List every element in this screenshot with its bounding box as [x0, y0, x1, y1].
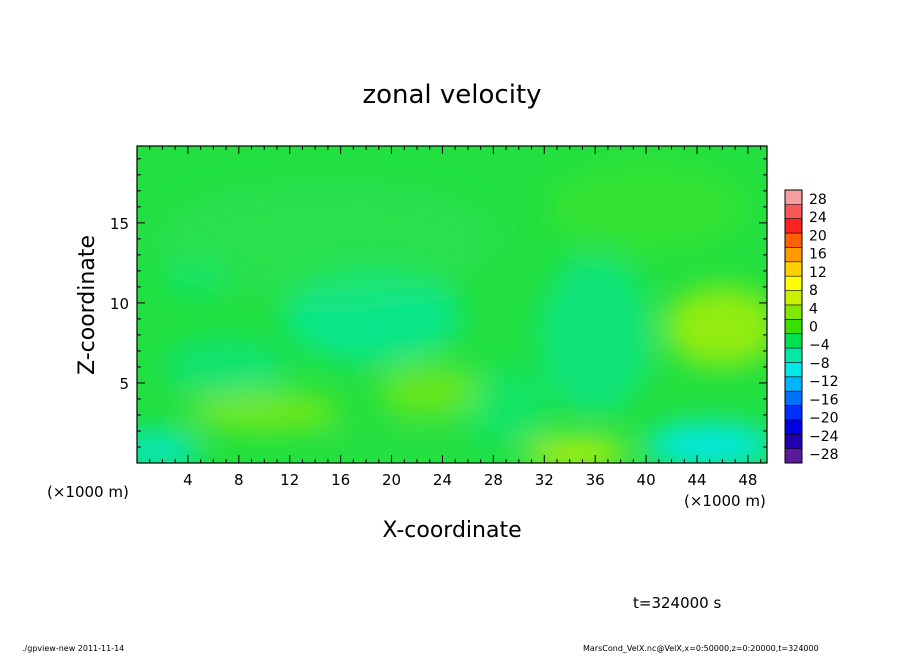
colorbar-band	[785, 376, 802, 392]
colorbar	[784, 189, 803, 464]
footer-right: MarsCond_VelX.nc@VelX,x=0:50000,z=0:2000…	[583, 644, 819, 653]
field-blob-1	[162, 338, 290, 396]
colorbar-band	[785, 319, 802, 334]
x-unit-label-left: (×1000 m)	[47, 483, 129, 501]
colorbar-label: −4	[809, 338, 830, 354]
field-blob-11	[137, 430, 201, 463]
colorbar-frame	[784, 189, 803, 464]
colorbar-label: 28	[809, 192, 827, 208]
field-blob-5	[162, 259, 227, 299]
colorbar-label: 16	[809, 247, 827, 263]
x-tick-label: 48	[738, 471, 757, 489]
x-tick-label: 4	[183, 471, 193, 489]
colorbar-label: −8	[809, 356, 830, 372]
x-axis-label: X-coordinate	[382, 518, 521, 543]
x-unit-label-right: (×1000 m)	[684, 492, 766, 510]
colorbar-band	[785, 405, 802, 421]
field-blob-3	[461, 366, 551, 447]
field-blob-7	[187, 392, 341, 431]
colorbar-label: −28	[809, 447, 839, 463]
field-blob-4	[149, 174, 507, 303]
colorbar-band	[785, 333, 802, 349]
y-tick-labels: 5 10 15	[110, 215, 129, 393]
x-tick-label: 24	[433, 471, 452, 489]
colorbar-band	[785, 247, 802, 263]
time-annotation: t=324000 s	[633, 594, 721, 612]
plot-frame	[136, 145, 768, 464]
colorbar-band	[785, 261, 802, 277]
y-tick-label: 5	[119, 375, 129, 393]
colorbar-band	[785, 190, 802, 205]
field-blob-2	[537, 254, 653, 415]
field-blob-6	[665, 286, 767, 367]
colorbar-label: −24	[809, 429, 839, 445]
y-axis-label: Z-coordinate	[75, 235, 100, 375]
x-tick-label: 20	[382, 471, 401, 489]
colorbar-band	[785, 448, 802, 464]
field-blob-13	[544, 158, 748, 255]
x-tick-label: 12	[280, 471, 299, 489]
colorbar-band	[785, 204, 802, 220]
colorbar-label: 24	[809, 210, 827, 226]
x-tick-label: 36	[586, 471, 605, 489]
footer-left: ./gpview-new 2011-11-14	[22, 644, 124, 653]
x-tick-label: 40	[637, 471, 656, 489]
colorbar-label: 20	[809, 228, 827, 244]
colorbar-labels: 28 24 20 16 12 8 4 0 −4 −8 −12 −16 −20 −24 −28	[809, 192, 839, 463]
x-tick-label: 44	[687, 471, 706, 489]
colorbar-band	[785, 304, 802, 320]
colorbar-label: −16	[809, 392, 839, 408]
chart-title: zonal velocity	[362, 80, 541, 110]
colorbar-band	[785, 391, 802, 406]
x-tick-label: 16	[331, 471, 350, 489]
field-blob-9	[525, 438, 627, 463]
colorbar-band	[785, 233, 802, 248]
x-tick-labels: 4 8 12 16 20 24 28 32 36 40 44 48	[183, 471, 757, 489]
colorbar-band	[785, 419, 802, 435]
colorbar-label: 8	[809, 283, 818, 299]
field-blob-10	[646, 422, 767, 463]
colorbar-band	[785, 290, 802, 306]
colorbar-label: 4	[809, 301, 818, 317]
colorbar-band	[785, 218, 802, 234]
colorbar-label: −20	[809, 411, 839, 427]
field-blob-12	[315, 432, 468, 463]
field-blob-8	[378, 365, 481, 417]
colorbar-band	[785, 434, 802, 449]
y-tick-label: 15	[110, 215, 129, 233]
colorbar-band	[785, 276, 802, 291]
colorbar-label: 0	[809, 320, 818, 336]
colorbar-label: −12	[809, 374, 839, 390]
x-tick-label: 8	[234, 471, 244, 489]
field-blobs	[137, 158, 767, 463]
minor-ticks	[137, 146, 767, 463]
x-tick-label: 28	[484, 471, 503, 489]
x-tick-label: 32	[535, 471, 554, 489]
colorbar-label: 12	[809, 265, 827, 281]
y-tick-label: 10	[110, 295, 129, 313]
colorbar-band	[785, 362, 802, 378]
colorbar-band	[785, 348, 802, 363]
